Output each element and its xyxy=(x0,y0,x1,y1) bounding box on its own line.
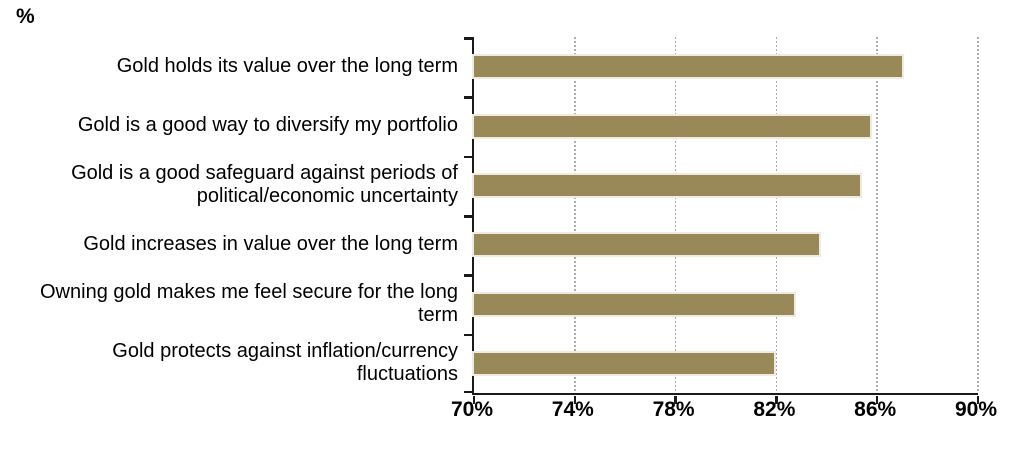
category-label: Gold holds its value over the long term xyxy=(116,55,458,78)
bar xyxy=(474,174,860,196)
x-axis-tick xyxy=(472,395,476,404)
y-axis-tick xyxy=(463,274,472,277)
x-tick-label: 74% xyxy=(551,398,594,421)
bar xyxy=(474,352,774,374)
x-axis-tick-labels: 70% 74% 78% 82% 86% 90% xyxy=(451,398,997,428)
category-labels: Gold holds its value over the long term G… xyxy=(0,37,458,393)
x-tick-label: 82% xyxy=(753,398,796,421)
y-axis-tick xyxy=(463,96,472,99)
gridline xyxy=(977,37,979,393)
y-axis-tick xyxy=(463,333,472,337)
bar xyxy=(474,56,903,78)
category-label: Owning gold makes me feel secure for the… xyxy=(40,280,458,326)
gridline xyxy=(674,37,677,393)
bar xyxy=(474,234,820,256)
plot-area xyxy=(463,37,980,404)
x-tick-label: 78% xyxy=(652,398,695,421)
category-label: Gold increases in value over the long te… xyxy=(83,233,458,256)
axis-unit-label: % xyxy=(16,5,35,28)
y-axis-tick xyxy=(463,37,472,40)
x-tick-label: 86% xyxy=(854,398,897,421)
x-tick-label: 70% xyxy=(450,398,494,421)
x-axis-tick xyxy=(875,395,879,404)
gridline xyxy=(775,37,778,393)
category-label: Gold is a good safeguard against periods… xyxy=(71,162,458,208)
x-axis-tick xyxy=(775,395,778,404)
x-axis-tick xyxy=(976,395,980,404)
x-axis-tick xyxy=(573,395,577,404)
category-label: Gold protects against inflation/currency… xyxy=(112,340,458,386)
gridline xyxy=(876,37,878,393)
category-label: Gold is a good way to diversify my portf… xyxy=(77,114,458,137)
x-tick-label: 90% xyxy=(954,398,998,421)
bar xyxy=(474,115,870,137)
bar xyxy=(474,293,795,315)
y-axis-tick xyxy=(463,215,472,218)
x-axis-tick xyxy=(674,395,677,404)
y-axis-tick xyxy=(463,155,472,159)
y-axis-tick xyxy=(463,390,472,393)
gridline xyxy=(574,37,576,393)
